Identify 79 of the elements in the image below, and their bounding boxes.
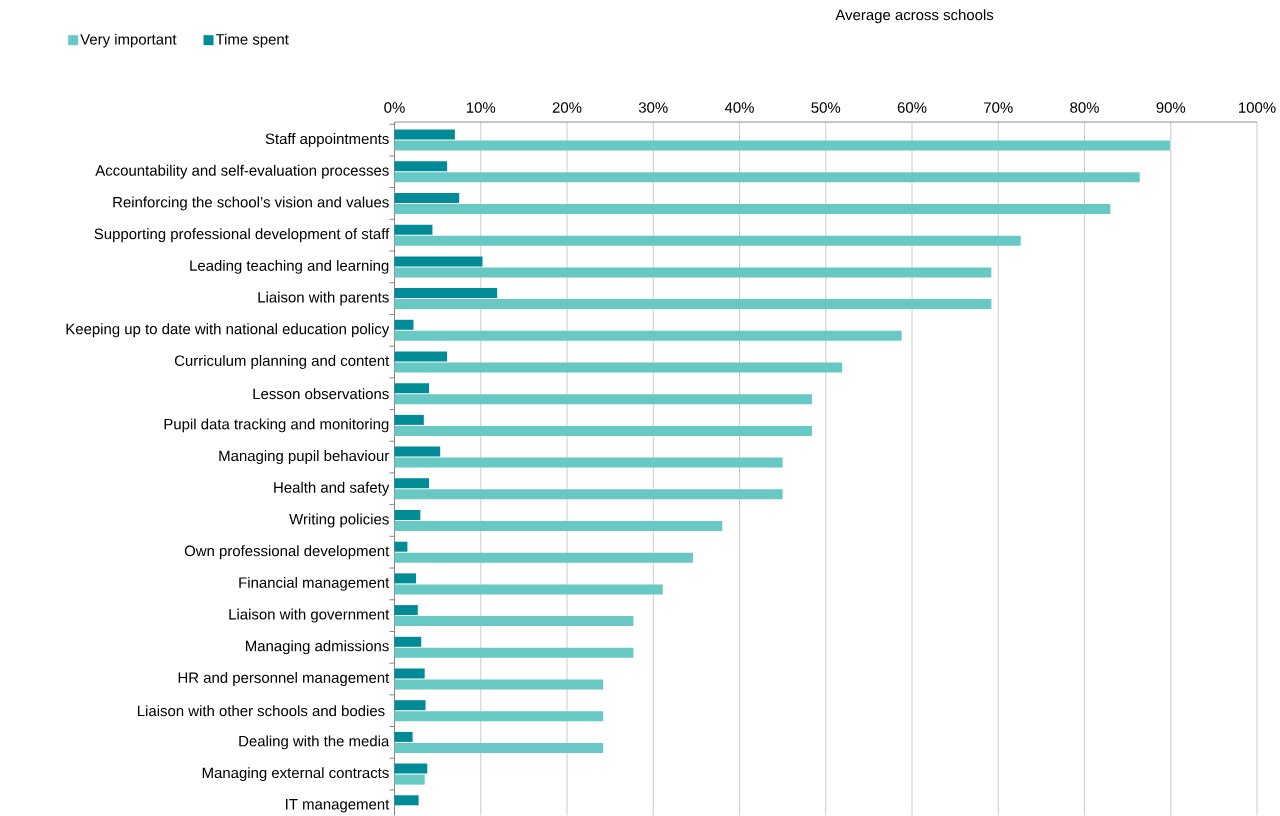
bar — [394, 129, 455, 140]
bar — [394, 731, 413, 742]
bar — [394, 203, 1111, 214]
y-tick-label: Liaison with other schools and bodies — [137, 705, 385, 717]
bar — [394, 647, 634, 658]
bar — [394, 330, 902, 341]
bar — [394, 351, 448, 362]
bar — [394, 509, 421, 520]
bar — [394, 795, 419, 806]
bar — [394, 552, 693, 563]
y-tick-label: Lesson observations — [253, 388, 389, 400]
bar — [394, 425, 812, 436]
y-tick-label: IT management — [286, 799, 390, 813]
bar — [394, 172, 1140, 183]
x-tick-label: 70% — [984, 102, 1013, 113]
bar — [394, 362, 843, 373]
y-tick-label: Health and safety — [274, 481, 390, 496]
x-tick-label: 40% — [724, 102, 754, 113]
y-tick-label: Staff appointments — [265, 133, 389, 148]
bar — [394, 446, 441, 457]
x-tick-label: 30% — [638, 102, 668, 113]
x-tick-label: 60% — [897, 102, 927, 113]
x-tick-label: 80% — [1070, 102, 1099, 113]
y-tick-label: HR and personnel management — [178, 672, 390, 686]
bar — [394, 573, 417, 584]
bar — [394, 457, 783, 468]
y-tick-label: Managing pupil behaviour — [219, 450, 390, 465]
bar — [394, 616, 634, 627]
y-tick-label: Curriculum planning and content — [174, 355, 390, 369]
y-tick-label: Pupil data tracking and monitoring — [164, 418, 389, 433]
bar — [394, 161, 448, 172]
x-tick-label: 10% — [466, 102, 496, 113]
y-tick-label: Reinforcing the school’s vision and values — [113, 196, 389, 211]
y-tick-label: Managing admissions — [246, 640, 389, 655]
bar — [394, 584, 663, 595]
x-tick-label: 0% — [384, 102, 405, 113]
y-tick-label: Financial management — [239, 576, 390, 591]
bar — [394, 668, 425, 679]
y-tick-label: Own professional development — [184, 545, 390, 560]
bar — [394, 636, 422, 647]
bar — [394, 383, 429, 394]
bar — [394, 192, 460, 203]
y-tick-label: Keeping up to date with national education policy — [66, 323, 390, 338]
bar — [394, 140, 1170, 151]
bar — [394, 319, 414, 330]
bar — [394, 679, 604, 690]
bar — [394, 520, 723, 531]
bar — [394, 224, 433, 235]
bar — [394, 605, 418, 616]
y-tick-label: Accountability and self-evaluation processes — [95, 164, 389, 179]
x-tick-label: 90% — [1156, 102, 1186, 113]
x-tick-label: 100% — [1239, 102, 1276, 113]
bar — [394, 299, 992, 310]
bar — [394, 414, 424, 425]
bar — [394, 700, 426, 711]
legend-label: Very important — [80, 33, 177, 48]
bar — [394, 774, 425, 785]
bar — [394, 394, 812, 405]
y-tick-label: Dealing with the media — [239, 735, 390, 750]
legend-label: Time spent — [215, 33, 289, 48]
x-tick-label: 20% — [552, 102, 582, 113]
bar — [394, 288, 498, 299]
x-tick-label: 50% — [811, 102, 841, 113]
y-tick-label: Liaison with government — [229, 608, 390, 623]
bar — [394, 541, 408, 552]
bar — [394, 256, 483, 267]
bar — [394, 478, 429, 489]
y-tick-label: Managing external contracts — [202, 767, 389, 782]
bar — [394, 711, 604, 722]
y-tick-label: Leading teaching and learning — [190, 259, 389, 274]
y-tick-label: Supporting professional development of staff — [94, 228, 390, 243]
bar — [394, 742, 604, 753]
bar — [394, 267, 992, 278]
bar — [394, 489, 783, 500]
bar — [394, 235, 1021, 246]
y-tick-label: Liaison with parents — [258, 291, 389, 306]
chart-title: Average across schools — [835, 9, 994, 24]
y-tick-label: Writing policies — [289, 513, 389, 528]
bar — [394, 763, 428, 774]
